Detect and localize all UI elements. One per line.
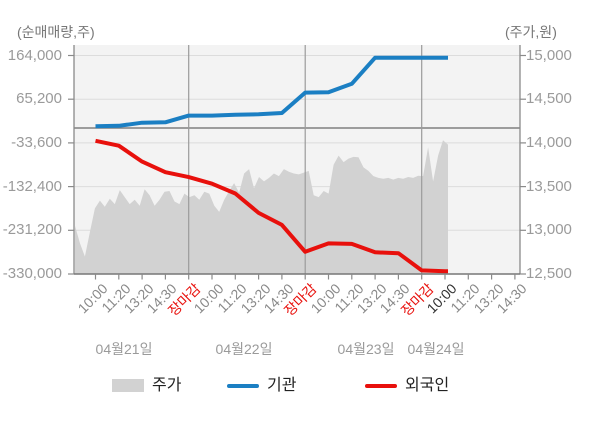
- date-label: 04월22일: [215, 341, 273, 357]
- legend-label: 기관: [267, 377, 297, 394]
- legend-item-price: 주가: [112, 377, 181, 394]
- right-axis-tick-label: 14,500: [526, 90, 572, 108]
- legend-item-institutions: 기관: [227, 377, 296, 394]
- right-axis-unit-label: (주가,원): [505, 24, 557, 40]
- date-label: 04월23일: [337, 341, 395, 357]
- legend-item-foreigners: 외국인: [365, 377, 449, 394]
- right-axis-tick-label: 12,500: [526, 265, 572, 282]
- left-axis-tick-label: 65,200: [16, 90, 62, 108]
- right-axis-tick-label: 15,000: [526, 46, 572, 64]
- right-axis-tick-label: 13,000: [526, 221, 572, 239]
- foreigners-line: [95, 138, 448, 274]
- legend-label: 외국인: [405, 377, 450, 394]
- area-swatch-icon: [112, 379, 144, 392]
- left-axis-tick-label: -330,000: [2, 265, 62, 282]
- institutions-line: [95, 55, 448, 129]
- left-axis-tick-label: -132,400: [2, 177, 62, 195]
- legend-label: 주가: [152, 377, 182, 394]
- left-axis-tick-label: -231,200: [2, 221, 62, 239]
- left-axis-tick-label: -33,600: [11, 133, 62, 151]
- date-label: 04월24일: [407, 341, 465, 357]
- right-axis-tick-label: 13,500: [526, 177, 572, 195]
- left-axis-unit-label: (순매매량,주): [17, 24, 95, 40]
- date-label: 04월21일: [95, 341, 153, 357]
- line-swatch-icon: [365, 383, 397, 388]
- line-swatch-icon: [227, 383, 259, 388]
- price-area: [75, 140, 448, 274]
- left-axis-tick-label: 164,000: [7, 46, 62, 64]
- right-axis-tick-label: 14,000: [526, 133, 572, 151]
